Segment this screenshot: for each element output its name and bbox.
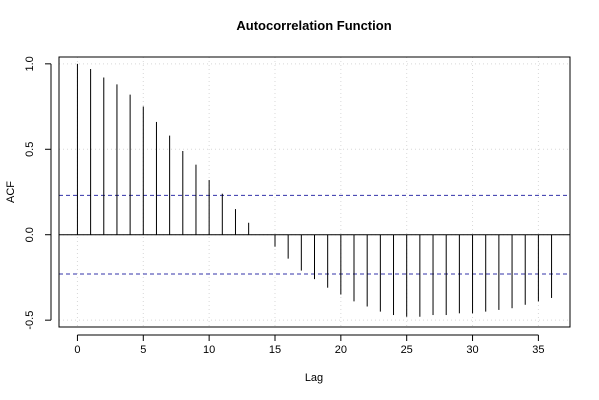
- x-tick-label: 5: [140, 344, 146, 356]
- y-axis: -0.5 0.0 0.5 1.0: [24, 56, 52, 330]
- y-tick-label: -0.5: [24, 311, 36, 330]
- acf-bars: [76, 63, 553, 317]
- y-tick-label: 0.0: [24, 227, 36, 242]
- y-axis-label: ACF: [5, 181, 17, 203]
- x-tick-label: 30: [466, 344, 478, 356]
- x-tick-label: 35: [532, 344, 544, 356]
- x-tick-label: 25: [401, 344, 413, 356]
- x-axis: 0 5 10 15 20 25 30 35: [74, 334, 545, 356]
- x-axis-label: Lag: [305, 372, 323, 384]
- y-tick-label: 1.0: [24, 56, 36, 71]
- x-tick-label: 0: [74, 344, 80, 356]
- y-tick-label: 0.5: [24, 142, 36, 157]
- plot-frame: [58, 56, 571, 328]
- x-tick-label: 10: [203, 344, 215, 356]
- chart-title: Autocorrelation Function: [236, 18, 391, 33]
- x-tick-label: 20: [335, 344, 347, 356]
- x-tick-label: 15: [269, 344, 281, 356]
- grid: [59, 57, 570, 327]
